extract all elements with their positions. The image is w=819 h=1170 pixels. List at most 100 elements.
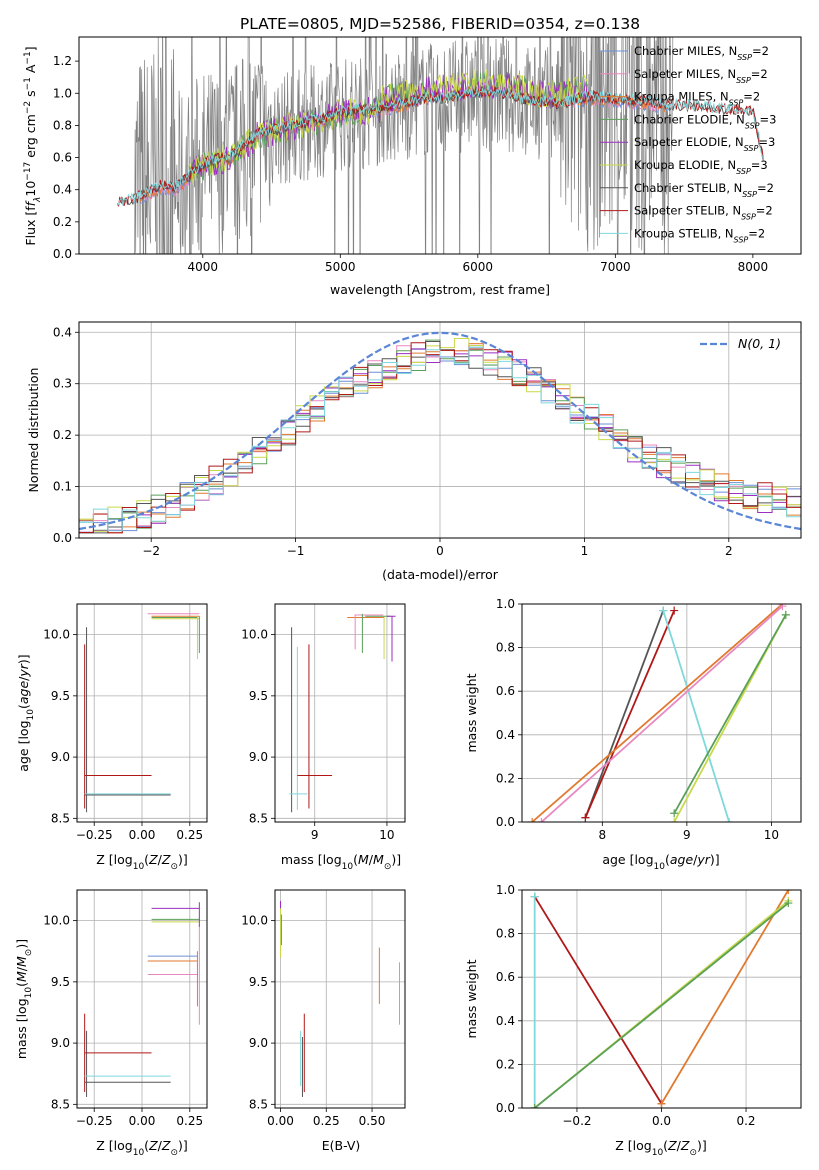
legend-label: Salpeter ELODIE, NSSP=3 <box>634 135 775 153</box>
spectrum-y-label: Flux [ffλ10−17 erg cm−2 s−1 A−1] <box>23 46 43 245</box>
legend-label: Chabrier STELIB, NSSP=2 <box>634 181 774 199</box>
weight-line <box>660 890 790 1105</box>
plot-area <box>117 37 764 254</box>
x-tick-label: 0.25 <box>176 1114 203 1128</box>
plot-area <box>289 613 396 813</box>
age-mass-panel: 9 10 8.5 9.0 9.5 10.0 mass [log10(M/M⊙)] <box>241 603 406 872</box>
data-point <box>784 899 793 908</box>
y-tick-label: 0.0 <box>53 247 72 261</box>
grid <box>275 890 405 1108</box>
axes-frame <box>76 603 208 823</box>
y-tick-label: 1.0 <box>496 883 515 897</box>
x-tick-label: 8000 <box>738 260 769 274</box>
mass-z-y-label: mass [log10(M/M⊙)] <box>14 939 34 1059</box>
axes-frame <box>274 889 406 1109</box>
legend-label: Kroupa STELIB, NSSP=2 <box>634 226 765 244</box>
x-tick-label: −2 <box>142 544 160 558</box>
y-tick-label: 0.4 <box>53 183 72 197</box>
x-tick-label: 0.00 <box>129 1114 156 1128</box>
spectrum-x-label: wavelength [Angstrom, rest frame] <box>330 282 550 297</box>
y-tick-label: 0.2 <box>496 1057 515 1071</box>
x-tick-label: 1 <box>581 544 589 558</box>
weight-age-x-label: age [log10(age/yr)] <box>602 852 719 872</box>
y-tick-label: 9.5 <box>249 975 268 989</box>
x-tick-label: 8 <box>598 828 606 842</box>
y-tick-label: 9.0 <box>249 1036 268 1050</box>
data-point <box>537 818 546 822</box>
x-tick-label: 0.2 <box>736 1114 755 1128</box>
plot-area <box>79 331 801 538</box>
y-tick-label: 9.5 <box>249 689 268 703</box>
x-tick-label: −0.25 <box>76 1114 113 1128</box>
x-tick-label: 2 <box>725 544 733 558</box>
data-point <box>670 818 679 822</box>
y-tick-label: 9.5 <box>51 975 70 989</box>
x-tick-label: 0.00 <box>267 1114 294 1128</box>
axes-frame <box>76 889 208 1109</box>
y-tick-label: 10.0 <box>43 628 70 642</box>
spectrum-panel: 4000 5000 6000 7000 8000 0.0 0.2 0.4 0.6 0.8 1.0 1.… <box>23 36 802 297</box>
data-point <box>725 818 734 822</box>
axes-frame <box>274 603 406 823</box>
x-tick-label: 4000 <box>187 260 218 274</box>
age-z-x-label: Z [log10(Z/Z⊙)] <box>96 852 188 872</box>
y-tick-label: 0.8 <box>496 927 515 941</box>
plot-area <box>530 890 793 1108</box>
x-tick-label: 0 <box>436 544 444 558</box>
data-point <box>528 818 537 822</box>
weight-line <box>584 610 665 818</box>
y-tick-label: 0.4 <box>53 325 72 339</box>
x-tick-label: 0.25 <box>313 1114 340 1128</box>
legend-label: Chabrier MILES, NSSP=2 <box>634 44 769 62</box>
y-tick-label: 0.2 <box>496 771 515 785</box>
grid <box>275 604 405 822</box>
grid <box>77 890 207 1108</box>
age-mass-x-label: mass [log10(M/M⊙)] <box>281 852 401 872</box>
y-tick-label: 9.0 <box>249 750 268 764</box>
mass-ebv-panel: 0.00 0.25 0.50 8.5 9.0 9.5 10.0 E(B-V) <box>241 889 406 1153</box>
mass-z-x-label: Z [log10(Z/Z⊙)] <box>96 1138 188 1158</box>
y-tick-label: 1.0 <box>496 597 515 611</box>
x-tick-label: 0.00 <box>129 828 156 842</box>
weight-line <box>673 614 787 814</box>
weight-line <box>534 902 789 1108</box>
data-point <box>670 809 679 818</box>
x-tick-label: 0.50 <box>359 1114 386 1128</box>
y-tick-label: 10.0 <box>241 914 268 928</box>
plot-area <box>528 604 790 822</box>
y-tick-label: 0.0 <box>53 531 72 545</box>
data-point <box>530 1104 539 1108</box>
x-tick-label: 5000 <box>325 260 356 274</box>
model-spectrum-kroupa-elodie <box>188 69 588 186</box>
data-point <box>670 606 679 615</box>
weight-line <box>531 604 783 822</box>
axes-frame <box>521 603 802 823</box>
spectrum-legend: Chabrier MILES, NSSP=2 Salpeter MILES, NS… <box>600 44 776 244</box>
data-point <box>784 890 793 894</box>
data-point <box>581 813 590 822</box>
y-tick-label: 0.6 <box>496 970 515 984</box>
legend-label: Kroupa MILES, NSSP=2 <box>634 90 760 108</box>
y-tick-label: 0.8 <box>496 641 515 655</box>
weight-z-panel: −0.2 0.0 0.2 0.0 0.2 0.4 0.6 0.8 1.0 Z [log10(Z/Z… <box>464 883 802 1158</box>
y-tick-label: 0.0 <box>496 1101 515 1115</box>
weight-line <box>540 605 784 822</box>
y-tick-label: 8.5 <box>249 811 268 825</box>
age-z-panel: −0.25 0.00 0.25 8.5 9.0 9.5 10.0 Z [log10(Z/Z⊙)… <box>16 603 208 872</box>
x-tick-label: 0.25 <box>176 828 203 842</box>
x-tick-label: −0.25 <box>76 828 113 842</box>
grid <box>522 889 801 1109</box>
y-tick-label: 0.2 <box>53 428 72 442</box>
residual-x-label: (data-model)/error <box>382 567 499 582</box>
y-tick-label: 0.2 <box>53 215 72 229</box>
y-tick-label: 0.8 <box>53 118 72 132</box>
y-tick-label: 0.6 <box>53 151 72 165</box>
x-tick-label: 6000 <box>463 260 494 274</box>
residual-panel: −2 −1 0 1 2 0.0 0.1 0.2 0.3 0.4 N(0, 1) (data-model… <box>26 321 802 582</box>
y-tick-label: 8.5 <box>249 1097 268 1111</box>
plot-area <box>279 901 401 1097</box>
x-tick-label: 7000 <box>600 260 631 274</box>
legend-label: N(0, 1) <box>738 336 781 351</box>
y-tick-label: 0.0 <box>496 815 515 829</box>
